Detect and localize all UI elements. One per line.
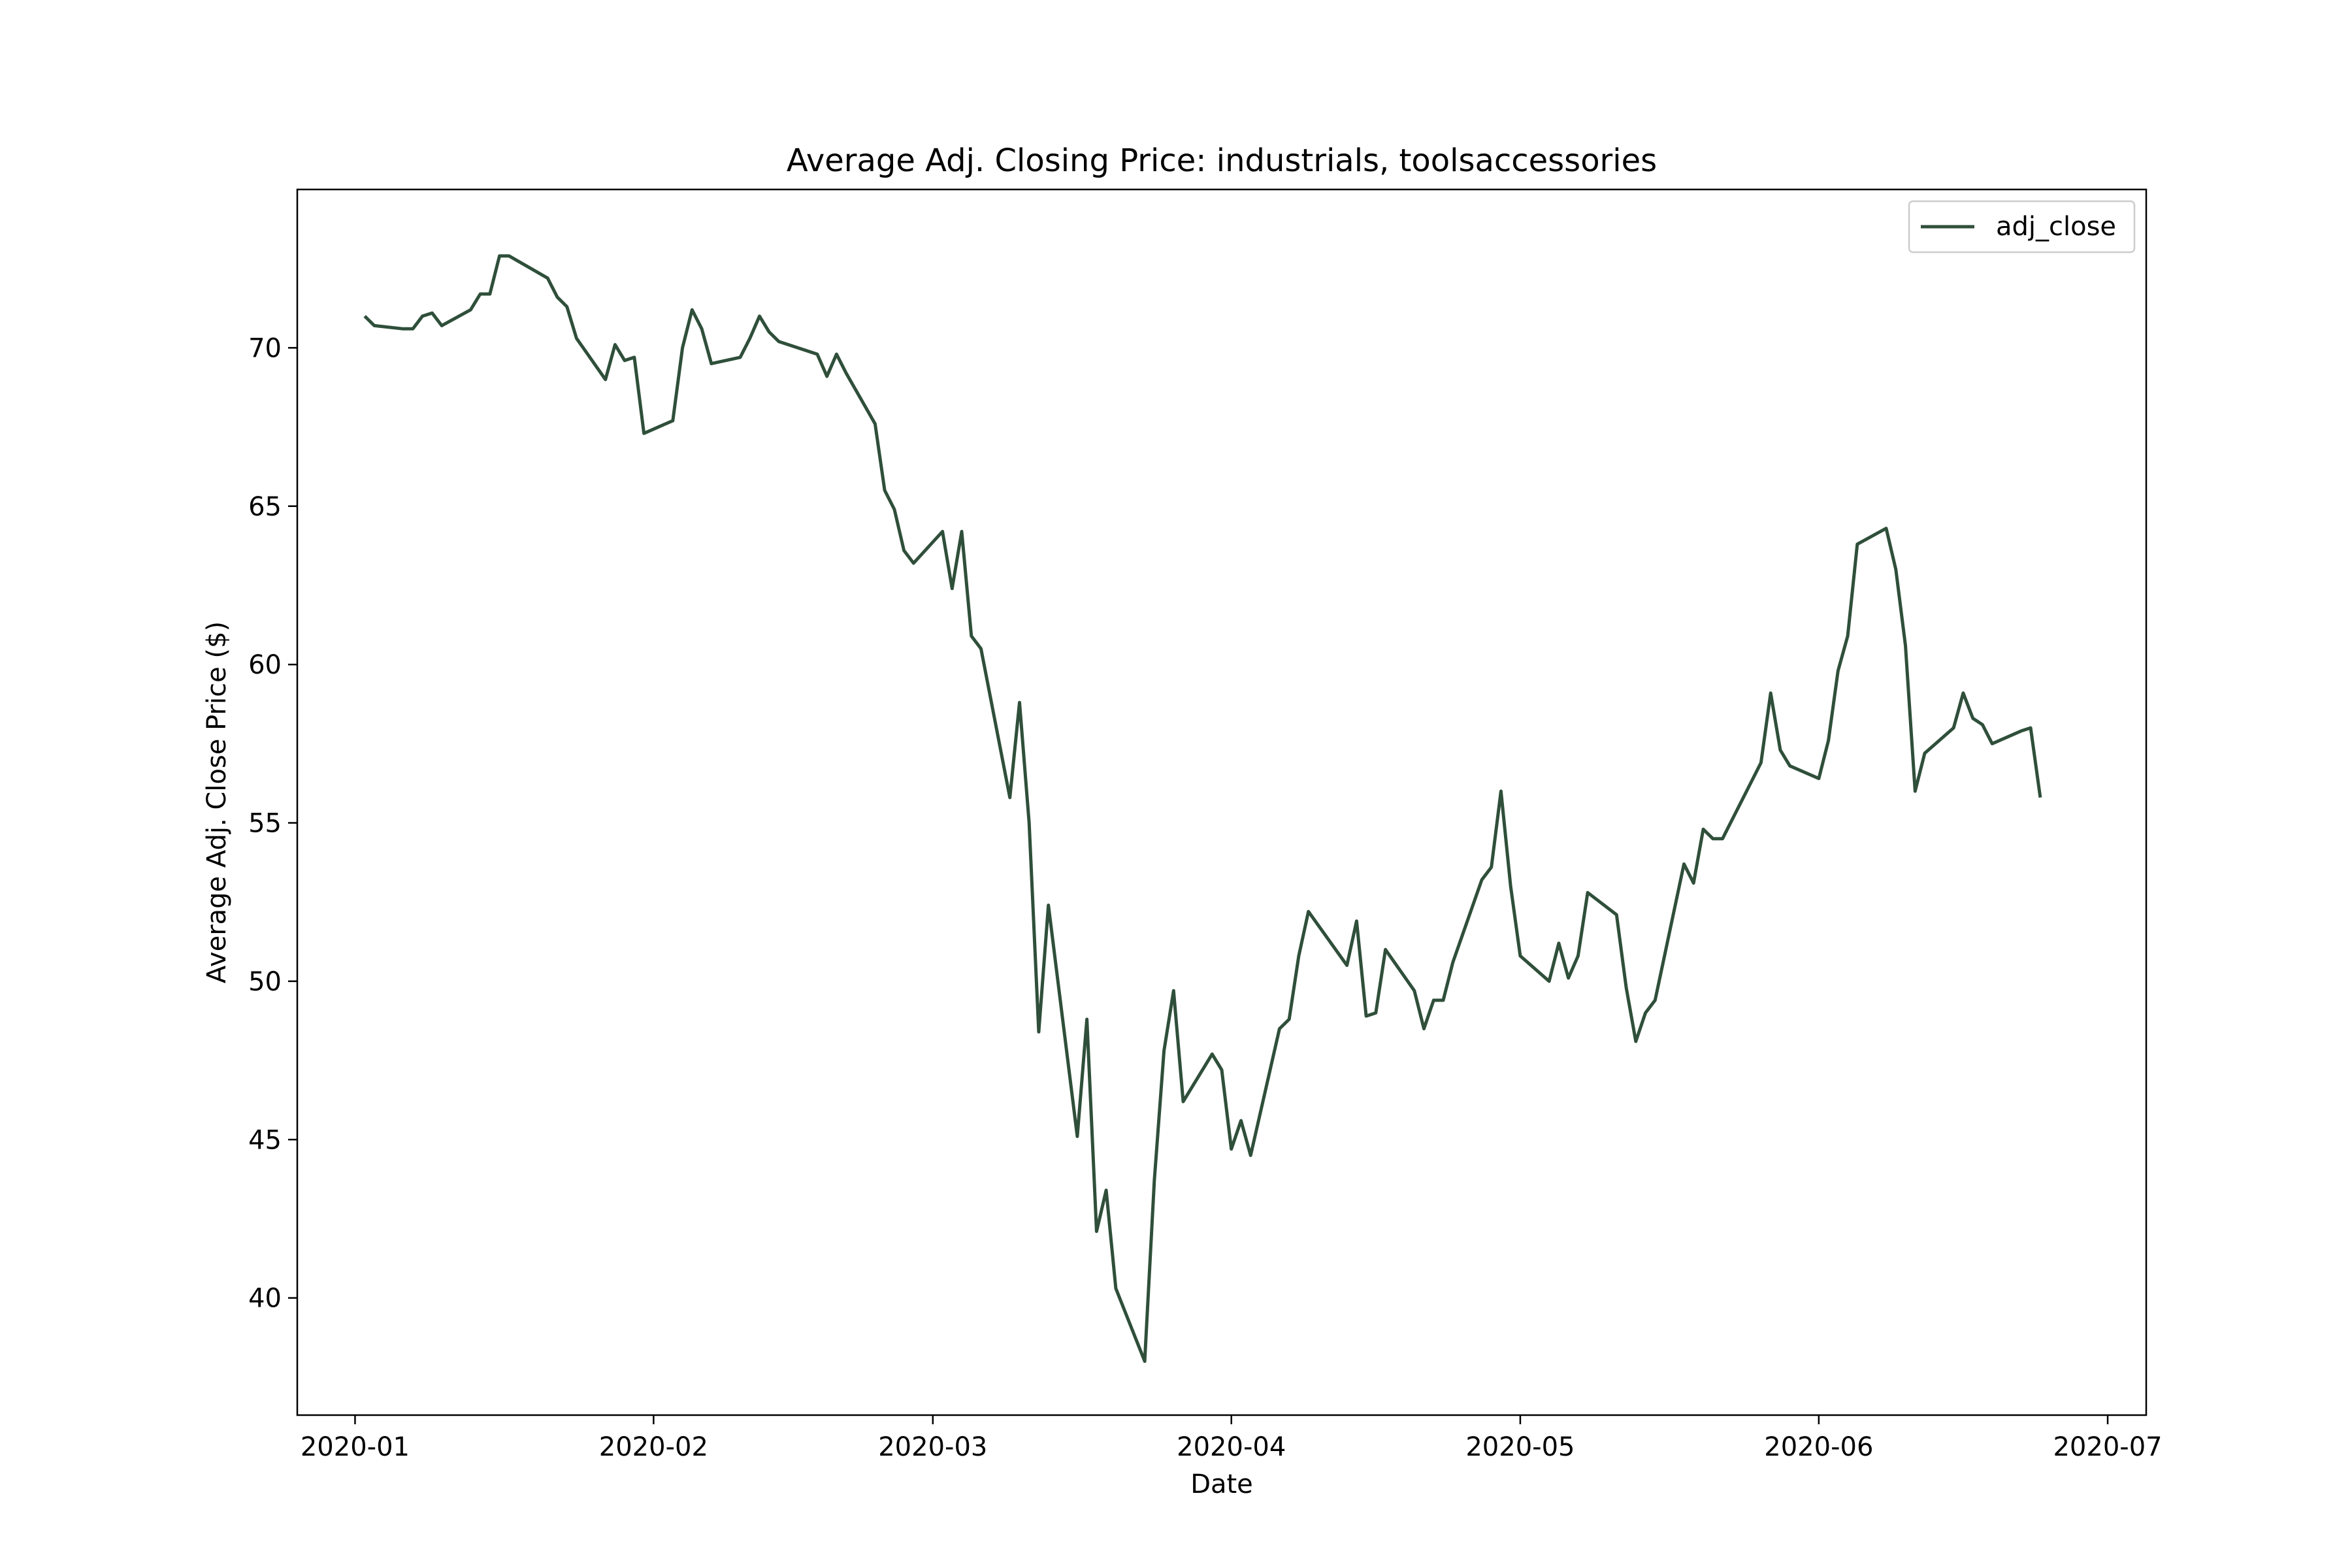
- chart-title: Average Adj. Closing Price: industrials,…: [787, 142, 1657, 179]
- x-tick-label: 2020-05: [1465, 1432, 1575, 1462]
- x-tick-label: 2020-04: [1177, 1432, 1286, 1462]
- x-tick-label: 2020-03: [878, 1432, 987, 1462]
- legend-label-adj-close: adj_close: [1996, 212, 2116, 242]
- plot-layer: [363, 254, 2042, 1364]
- x-axis-label: Date: [1190, 1469, 1253, 1499]
- y-tick-label: 50: [248, 967, 282, 997]
- x-axis: 2020-01 2020-02 2020-03 2020-04 2020-05 2020-…: [301, 1415, 2163, 1462]
- x-tick-label: 2020-07: [2053, 1432, 2162, 1462]
- y-tick-label: 60: [248, 650, 282, 680]
- legend-box: [1908, 200, 2136, 253]
- y-axis: 40 45 50 55 60 65 70: [248, 333, 297, 1314]
- y-tick-label: 55: [248, 809, 282, 839]
- y-axis-label: Average Adj. Close Price ($): [202, 621, 232, 983]
- x-tick-label: 2020-01: [301, 1432, 410, 1462]
- series-line-adj-close: [363, 254, 2042, 1364]
- y-tick-label: 45: [248, 1125, 282, 1155]
- y-tick-label: 40: [248, 1284, 282, 1314]
- y-tick-label: 70: [248, 333, 282, 363]
- legend: adj_close: [1908, 200, 2136, 253]
- y-tick-label: 65: [248, 492, 282, 522]
- x-tick-label: 2020-02: [599, 1432, 708, 1462]
- x-tick-label: 2020-06: [1764, 1432, 1873, 1462]
- plot-frame: [296, 188, 2148, 1416]
